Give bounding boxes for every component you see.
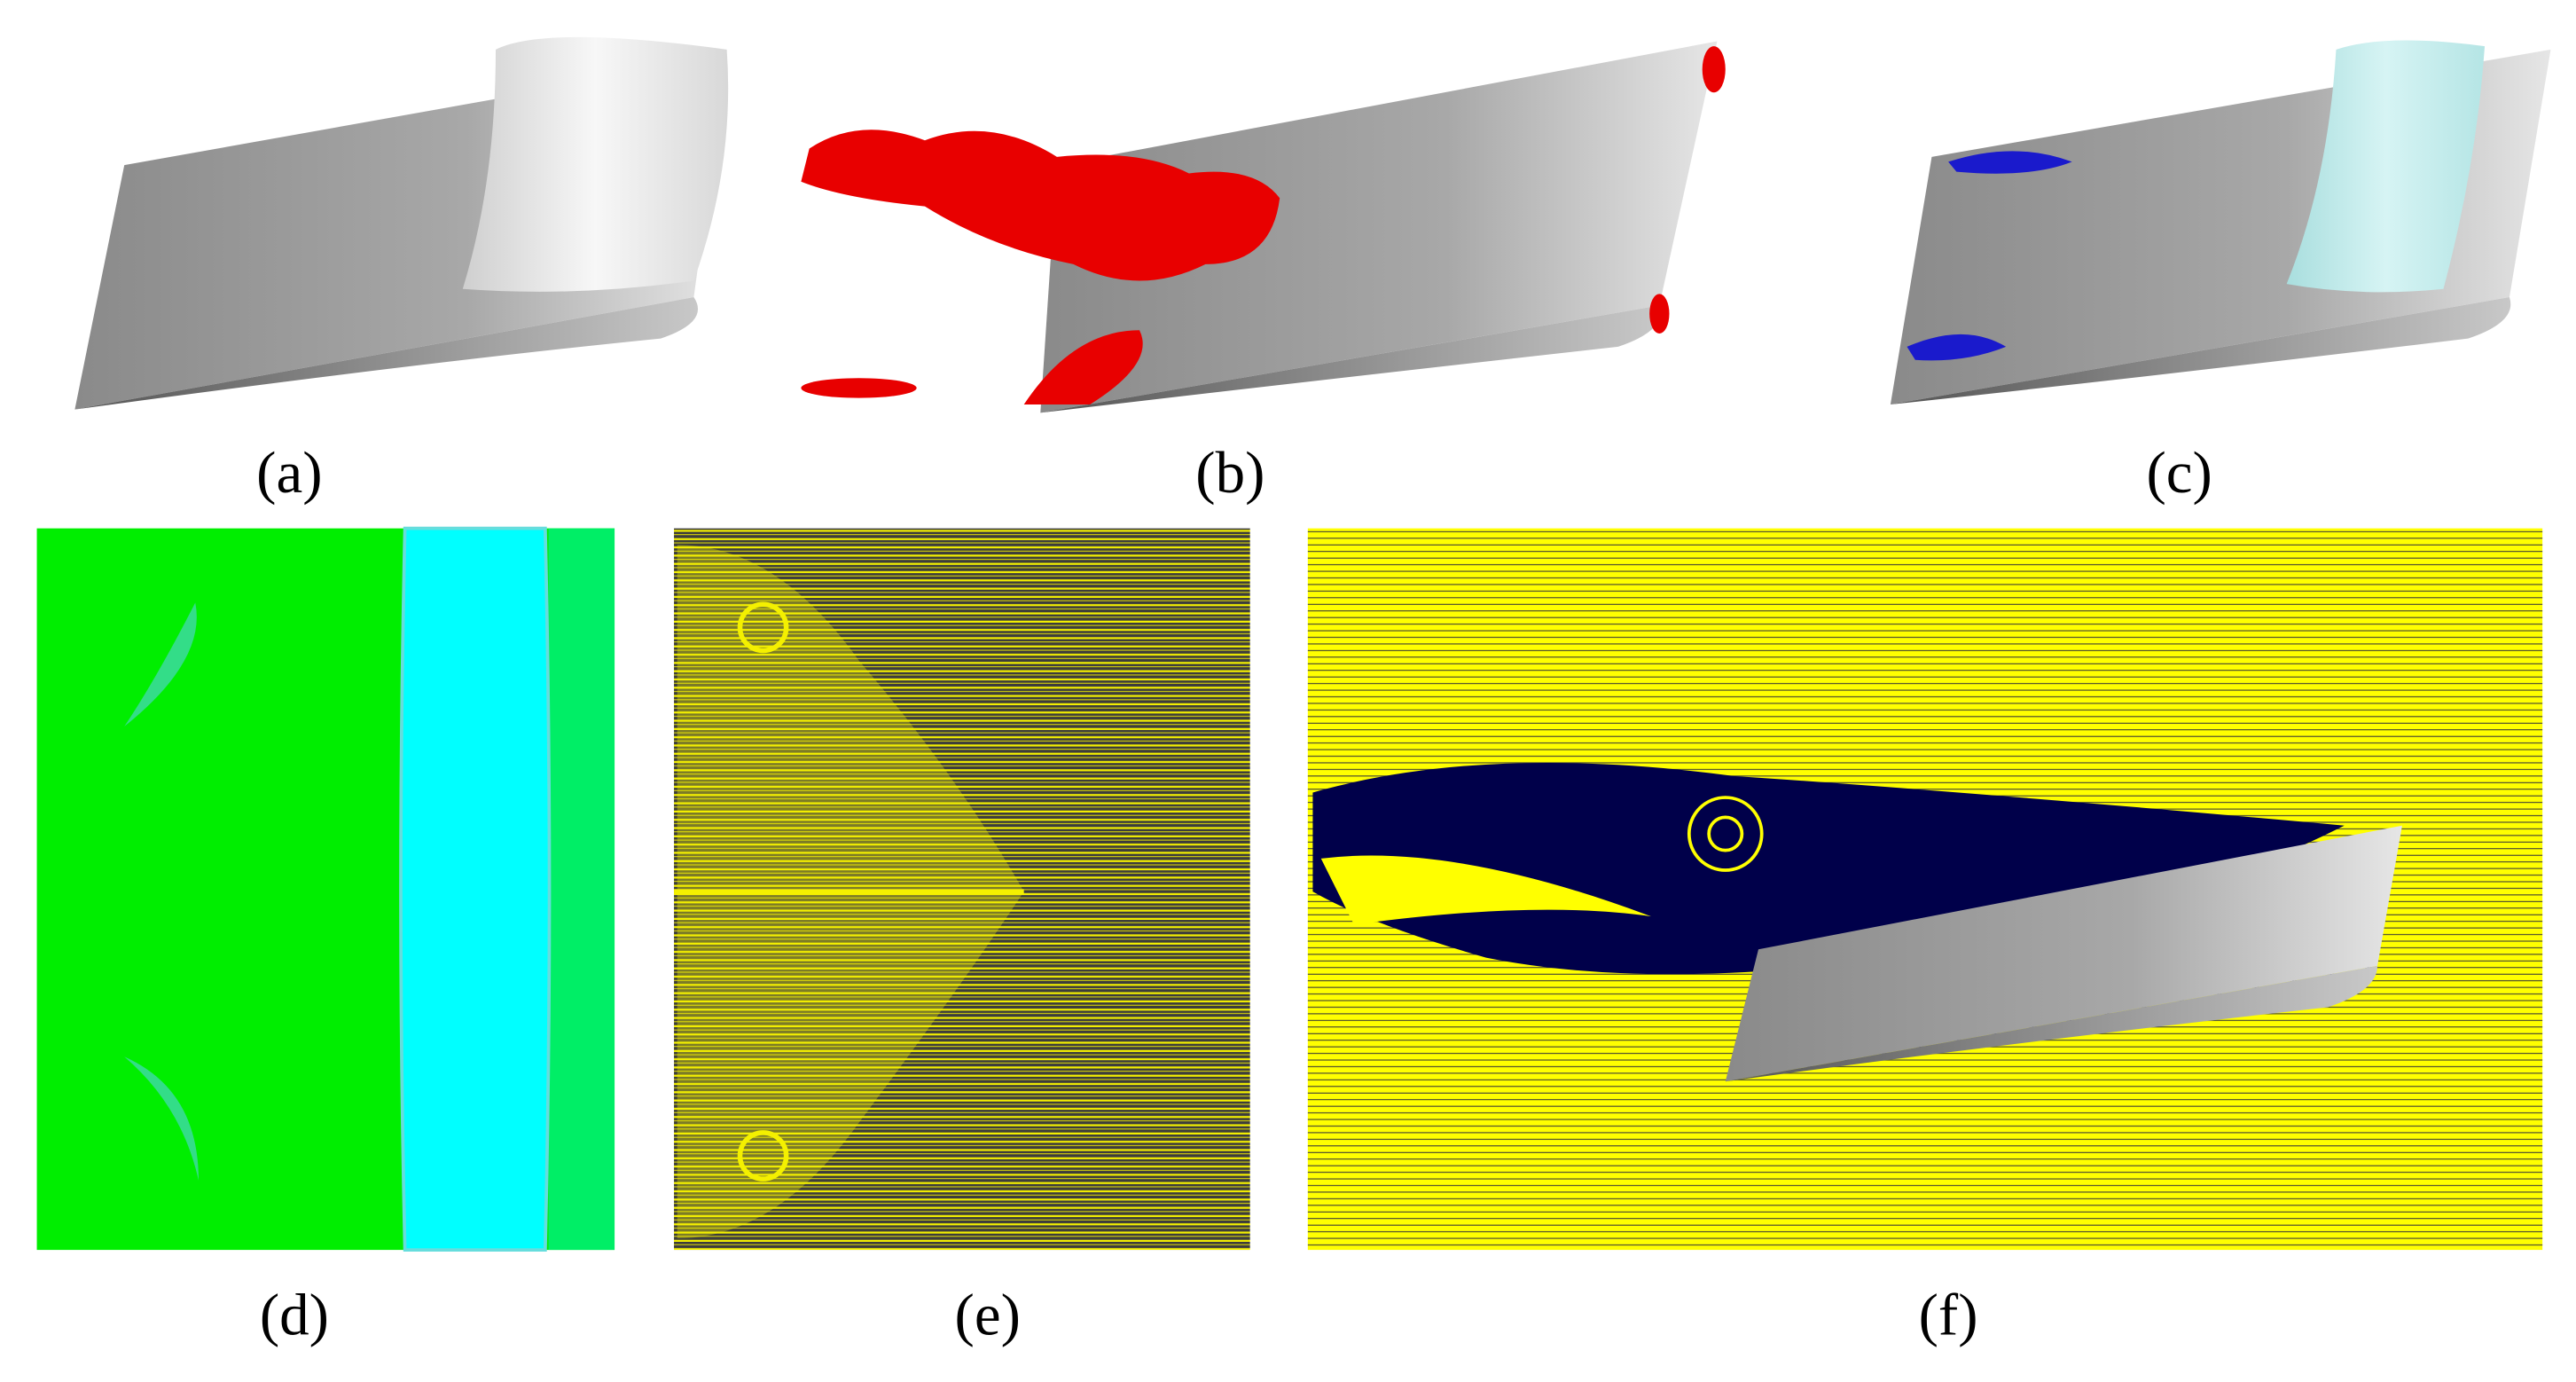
panel-label: (f) bbox=[1919, 1283, 1978, 1348]
vortex-structure bbox=[801, 378, 917, 398]
wing-end bbox=[1040, 305, 1661, 413]
contour-band bbox=[548, 528, 615, 1251]
contour-spot bbox=[124, 602, 197, 727]
panel-a: (a) bbox=[74, 36, 729, 506]
panel-e: (e) bbox=[674, 528, 1250, 1348]
vortex-structure bbox=[1649, 294, 1670, 334]
streamline-pattern bbox=[1320, 855, 1652, 925]
panel-d: (d) bbox=[36, 526, 615, 1348]
panel-b: (b) bbox=[801, 41, 1726, 506]
vortex-structure bbox=[1702, 46, 1726, 93]
panel-c: (c) bbox=[1890, 40, 2551, 506]
wing-end bbox=[1890, 297, 2511, 405]
contour-spot bbox=[124, 1056, 199, 1181]
panel-label: (e) bbox=[955, 1283, 1021, 1348]
panel-f: (f) bbox=[1307, 528, 2543, 1348]
wing-surface bbox=[1040, 41, 1718, 413]
contour-band bbox=[399, 526, 552, 1252]
vortex-structure bbox=[1948, 151, 2072, 174]
panel-label: (a) bbox=[256, 440, 322, 506]
separation-bubble bbox=[2286, 40, 2486, 293]
vortex-core bbox=[737, 601, 789, 654]
vortex-core bbox=[1707, 815, 1744, 852]
panel-label: (c) bbox=[2146, 440, 2212, 506]
wing-end bbox=[74, 297, 699, 410]
panel-label: (b) bbox=[1195, 440, 1265, 506]
recirculation-zone bbox=[1312, 762, 2345, 975]
panel-label: (d) bbox=[260, 1283, 329, 1348]
vortex-core bbox=[1687, 796, 1764, 872]
vortex-core bbox=[737, 1130, 789, 1182]
vortex-structure bbox=[801, 130, 1280, 281]
wing-surface bbox=[1725, 825, 2402, 1082]
vortex-structure bbox=[1023, 330, 1143, 405]
separation-bubble bbox=[462, 36, 729, 292]
vortex-structure bbox=[1907, 334, 2007, 361]
